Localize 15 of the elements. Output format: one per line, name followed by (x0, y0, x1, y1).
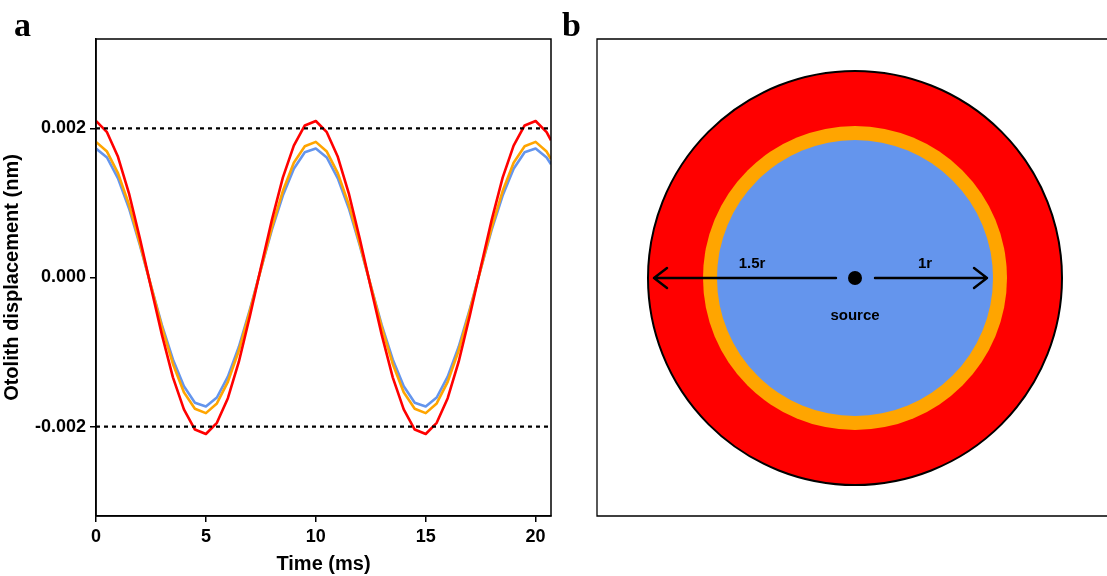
x-tick-label: 0 (90, 525, 102, 546)
chart-title: a (14, 6, 31, 43)
y-tick-label: 0.000 (40, 266, 86, 287)
x-tick-label: 15 (415, 525, 436, 546)
text: 1.5r (738, 253, 766, 271)
x-axis-title: Time (ms) (276, 551, 371, 574)
text: 1r (917, 253, 933, 271)
x-tick-label: 20 (525, 525, 546, 546)
y-axis-title: Otolith displacement (nm) (0, 154, 22, 401)
text: b (562, 6, 581, 43)
y-tick-label: -0.002 (34, 415, 86, 436)
y-tick-label: 0.002 (40, 117, 86, 138)
x-tick-label: 5 (200, 525, 211, 546)
x-tick-label: 10 (305, 525, 326, 546)
text: source (830, 305, 880, 323)
